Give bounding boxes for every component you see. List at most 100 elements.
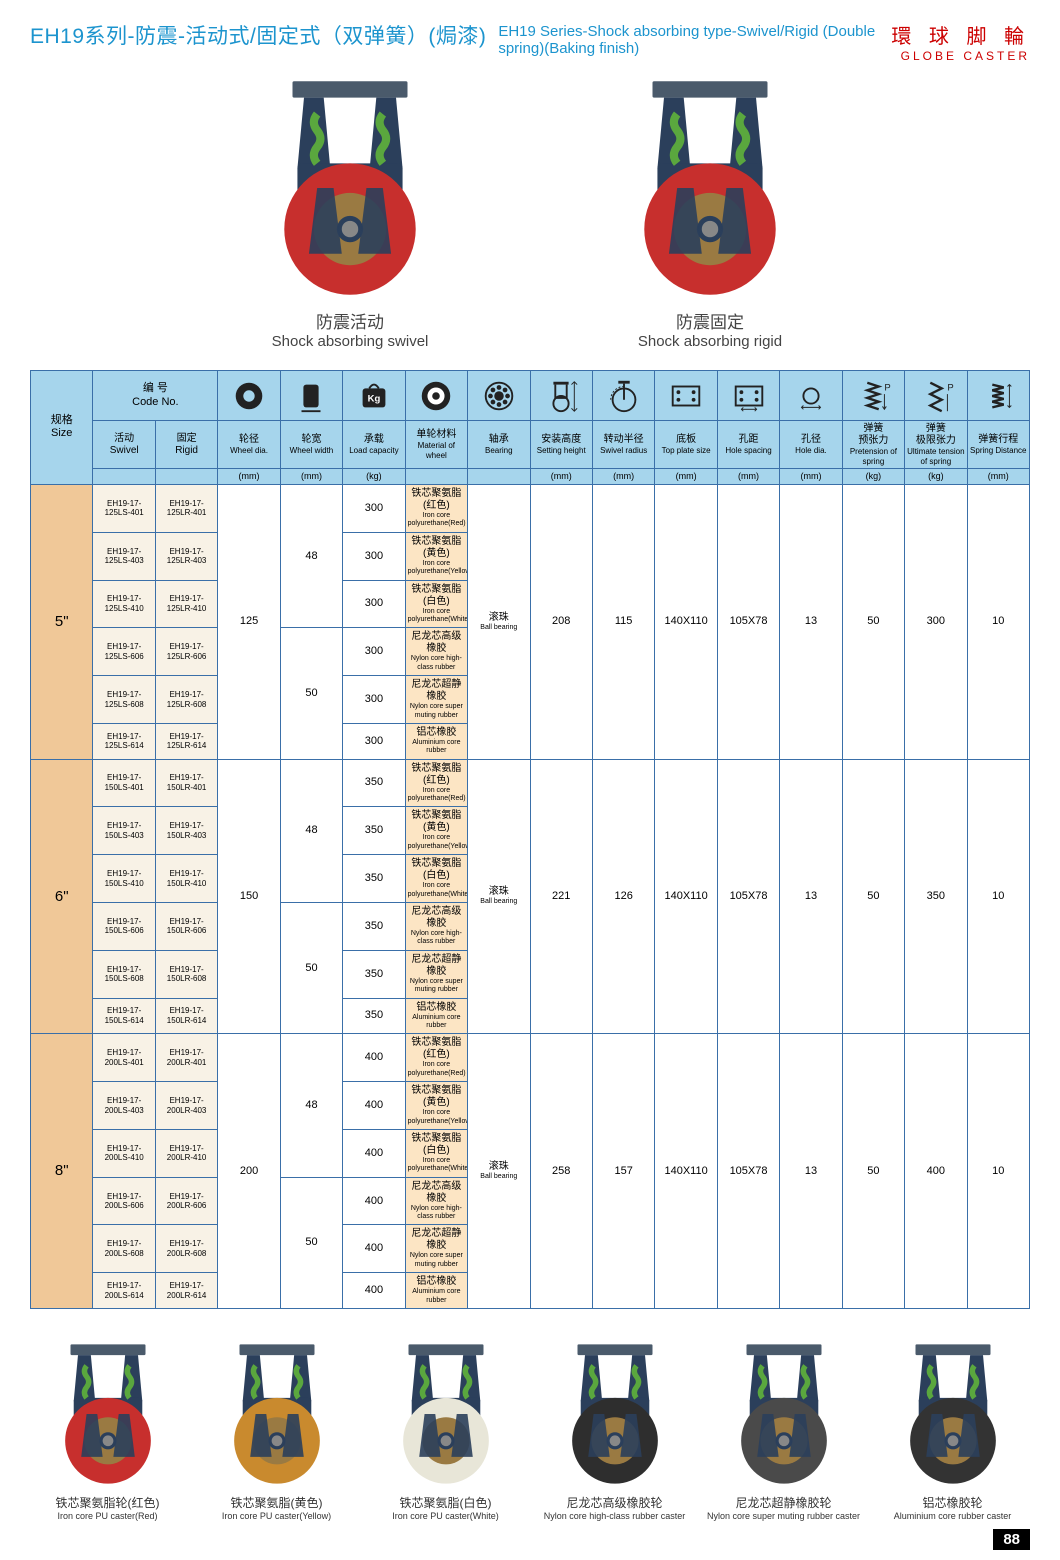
logo-en: GLOBE CASTER: [891, 49, 1030, 63]
thumb-caption-cn: 铁芯聚氨脂(黄色): [199, 1494, 354, 1511]
svg-text:P: P: [947, 382, 953, 393]
code-rigid: EH19-17-125LR-401: [155, 484, 217, 532]
wheel-material: 铁芯聚氨脂(红色)Iron core polyurethane(Red): [405, 1034, 467, 1082]
size-cell: 5": [31, 484, 93, 759]
wheel-dia: 125: [218, 484, 280, 759]
wheel-material: 铝芯橡胶Aluminium core rubber: [405, 1273, 467, 1309]
hole-spacing: 105X78: [717, 1034, 779, 1309]
pretension: 50: [842, 484, 904, 759]
wheel-material: 尼龙芯高级橡胶Nylon core high-class rubber: [405, 1177, 467, 1225]
code-swivel: EH19-17-125LS-614: [93, 723, 155, 759]
spring-travel: 10: [967, 759, 1029, 1034]
height-icon: [542, 377, 580, 415]
spring-pre-icon: P: [854, 377, 892, 415]
swivel-radius: 157: [592, 1034, 654, 1309]
caster-icon: [719, 1339, 849, 1489]
spring-travel: 10: [967, 484, 1029, 759]
wheel-material: 铁芯聚氨脂(白色)Iron core polyurethane(White): [405, 580, 467, 628]
wheel-material: 尼龙芯超静橡胶Nylon core super muting rubber: [405, 1225, 467, 1273]
code-swivel: EH19-17-200LS-608: [93, 1225, 155, 1273]
thumb-caption-en: Iron core PU caster(Red): [30, 1511, 185, 1521]
code-rigid: EH19-17-125LR-606: [155, 628, 217, 676]
wheel-width: 50: [280, 1177, 342, 1308]
caster-icon: [381, 1339, 511, 1489]
wheel-width: 48: [280, 759, 342, 902]
wheel-dia: 150: [218, 759, 280, 1034]
load-cap: 350: [343, 950, 405, 998]
code-swivel: EH19-17-150LS-401: [93, 759, 155, 807]
code-rigid: EH19-17-125LR-608: [155, 676, 217, 724]
code-swivel: EH19-17-150LS-606: [93, 903, 155, 951]
hero-item: 防震固定 Shock absorbing rigid: [610, 73, 810, 350]
code-swivel: EH19-17-125LS-606: [93, 628, 155, 676]
code-rigid: EH19-17-200LR-606: [155, 1177, 217, 1225]
code-swivel: EH19-17-125LS-410: [93, 580, 155, 628]
plate-icon: [667, 377, 705, 415]
caster-icon: [250, 73, 450, 303]
wheel-material: 铝芯橡胶Aluminium core rubber: [405, 723, 467, 759]
caster-thumb: 铁芯聚氨脂(黄色) Iron core PU caster(Yellow): [199, 1339, 354, 1521]
top-plate: 140X110: [655, 1034, 717, 1309]
hero-caption-cn: 防震固定: [610, 308, 810, 333]
wheel-material: 铁芯聚氨脂(红色)Iron core polyurethane(Red): [405, 484, 467, 532]
thumb-caption-en: Nylon core super muting rubber caster: [706, 1511, 861, 1521]
wheel-width: 50: [280, 903, 342, 1034]
setting-height: 221: [530, 759, 592, 1034]
thumb-caption-cn: 铁芯聚氨脂(白色): [368, 1494, 523, 1511]
hero-images: 防震活动 Shock absorbing swivel 防震固定 Shock a…: [30, 73, 1030, 350]
bearing: 滚珠Ball bearing: [468, 759, 530, 1034]
spring-ult-icon: P: [917, 377, 955, 415]
pretension: 50: [842, 759, 904, 1034]
code-rigid: EH19-17-150LR-606: [155, 903, 217, 951]
page-number-value: 88: [993, 1529, 1030, 1550]
bearing: 滚珠Ball bearing: [468, 484, 530, 759]
spacing-icon: [730, 377, 768, 415]
logo-cn: 環 球 脚 輪: [891, 20, 1030, 49]
code-swivel: EH19-17-200LS-606: [93, 1177, 155, 1225]
wheel-width: 50: [280, 628, 342, 759]
caster-icon: [212, 1339, 342, 1489]
code-rigid: EH19-17-200LR-401: [155, 1034, 217, 1082]
bearing: 滚珠Ball bearing: [468, 1034, 530, 1309]
load-cap: 300: [343, 532, 405, 580]
hero-caption-en: Shock absorbing rigid: [610, 333, 810, 350]
wheel-material: 铁芯聚氨脂(黄色)Iron core polyurethane(Yellow): [405, 807, 467, 855]
load-cap: 300: [343, 484, 405, 532]
caster-thumb: 铁芯聚氨脂(白色) Iron core PU caster(White): [368, 1339, 523, 1521]
code-rigid: EH19-17-125LR-614: [155, 723, 217, 759]
spring-travel: 10: [967, 1034, 1029, 1309]
code-swivel: EH19-17-150LS-608: [93, 950, 155, 998]
spec-table: 规格Size编 号Code No.KgPP活动Swivel固定Rigid轮径Wh…: [30, 370, 1030, 1309]
code-rigid: EH19-17-150LR-614: [155, 998, 217, 1034]
top-plate: 140X110: [655, 759, 717, 1034]
swivel-radius: 115: [592, 484, 654, 759]
code-swivel: EH19-17-150LS-614: [93, 998, 155, 1034]
load-cap: 400: [343, 1034, 405, 1082]
svg-text:Kg: Kg: [368, 393, 381, 404]
code-rigid: EH19-17-200LR-403: [155, 1082, 217, 1130]
code-swivel: EH19-17-150LS-403: [93, 807, 155, 855]
load-cap: 350: [343, 855, 405, 903]
wheelwidth-icon: [292, 377, 330, 415]
hole-spacing: 105X78: [717, 484, 779, 759]
wheel-material: 尼龙芯超静橡胶Nylon core super muting rubber: [405, 950, 467, 998]
load-cap: 300: [343, 676, 405, 724]
hole-icon: [792, 377, 830, 415]
caster-thumb: 尼龙芯超静橡胶轮 Nylon core super muting rubber …: [706, 1339, 861, 1521]
caster-icon: [43, 1339, 173, 1489]
thumb-caption-cn: 尼龙芯高级橡胶轮: [537, 1494, 692, 1511]
hero-caption-en: Shock absorbing swivel: [250, 333, 450, 350]
load-cap: 300: [343, 723, 405, 759]
caster-thumb: 铁芯聚氨脂轮(红色) Iron core PU caster(Red): [30, 1339, 185, 1521]
wheel-material: 铝芯橡胶Aluminium core rubber: [405, 998, 467, 1034]
setting-height: 258: [530, 1034, 592, 1309]
load-cap: 350: [343, 759, 405, 807]
size-cell: 8": [31, 1034, 93, 1309]
radius-icon: [605, 377, 643, 415]
code-swivel: EH19-17-200LS-614: [93, 1273, 155, 1309]
wheeldia-icon: [230, 377, 268, 415]
wheel-material: 铁芯聚氨脂(红色)Iron core polyurethane(Red): [405, 759, 467, 807]
bearing-icon: [480, 377, 518, 415]
page-header: EH19系列-防震-活动式/固定式（双弹簧）(焗漆) EH19 Series-S…: [30, 20, 1030, 63]
load-cap: 350: [343, 998, 405, 1034]
